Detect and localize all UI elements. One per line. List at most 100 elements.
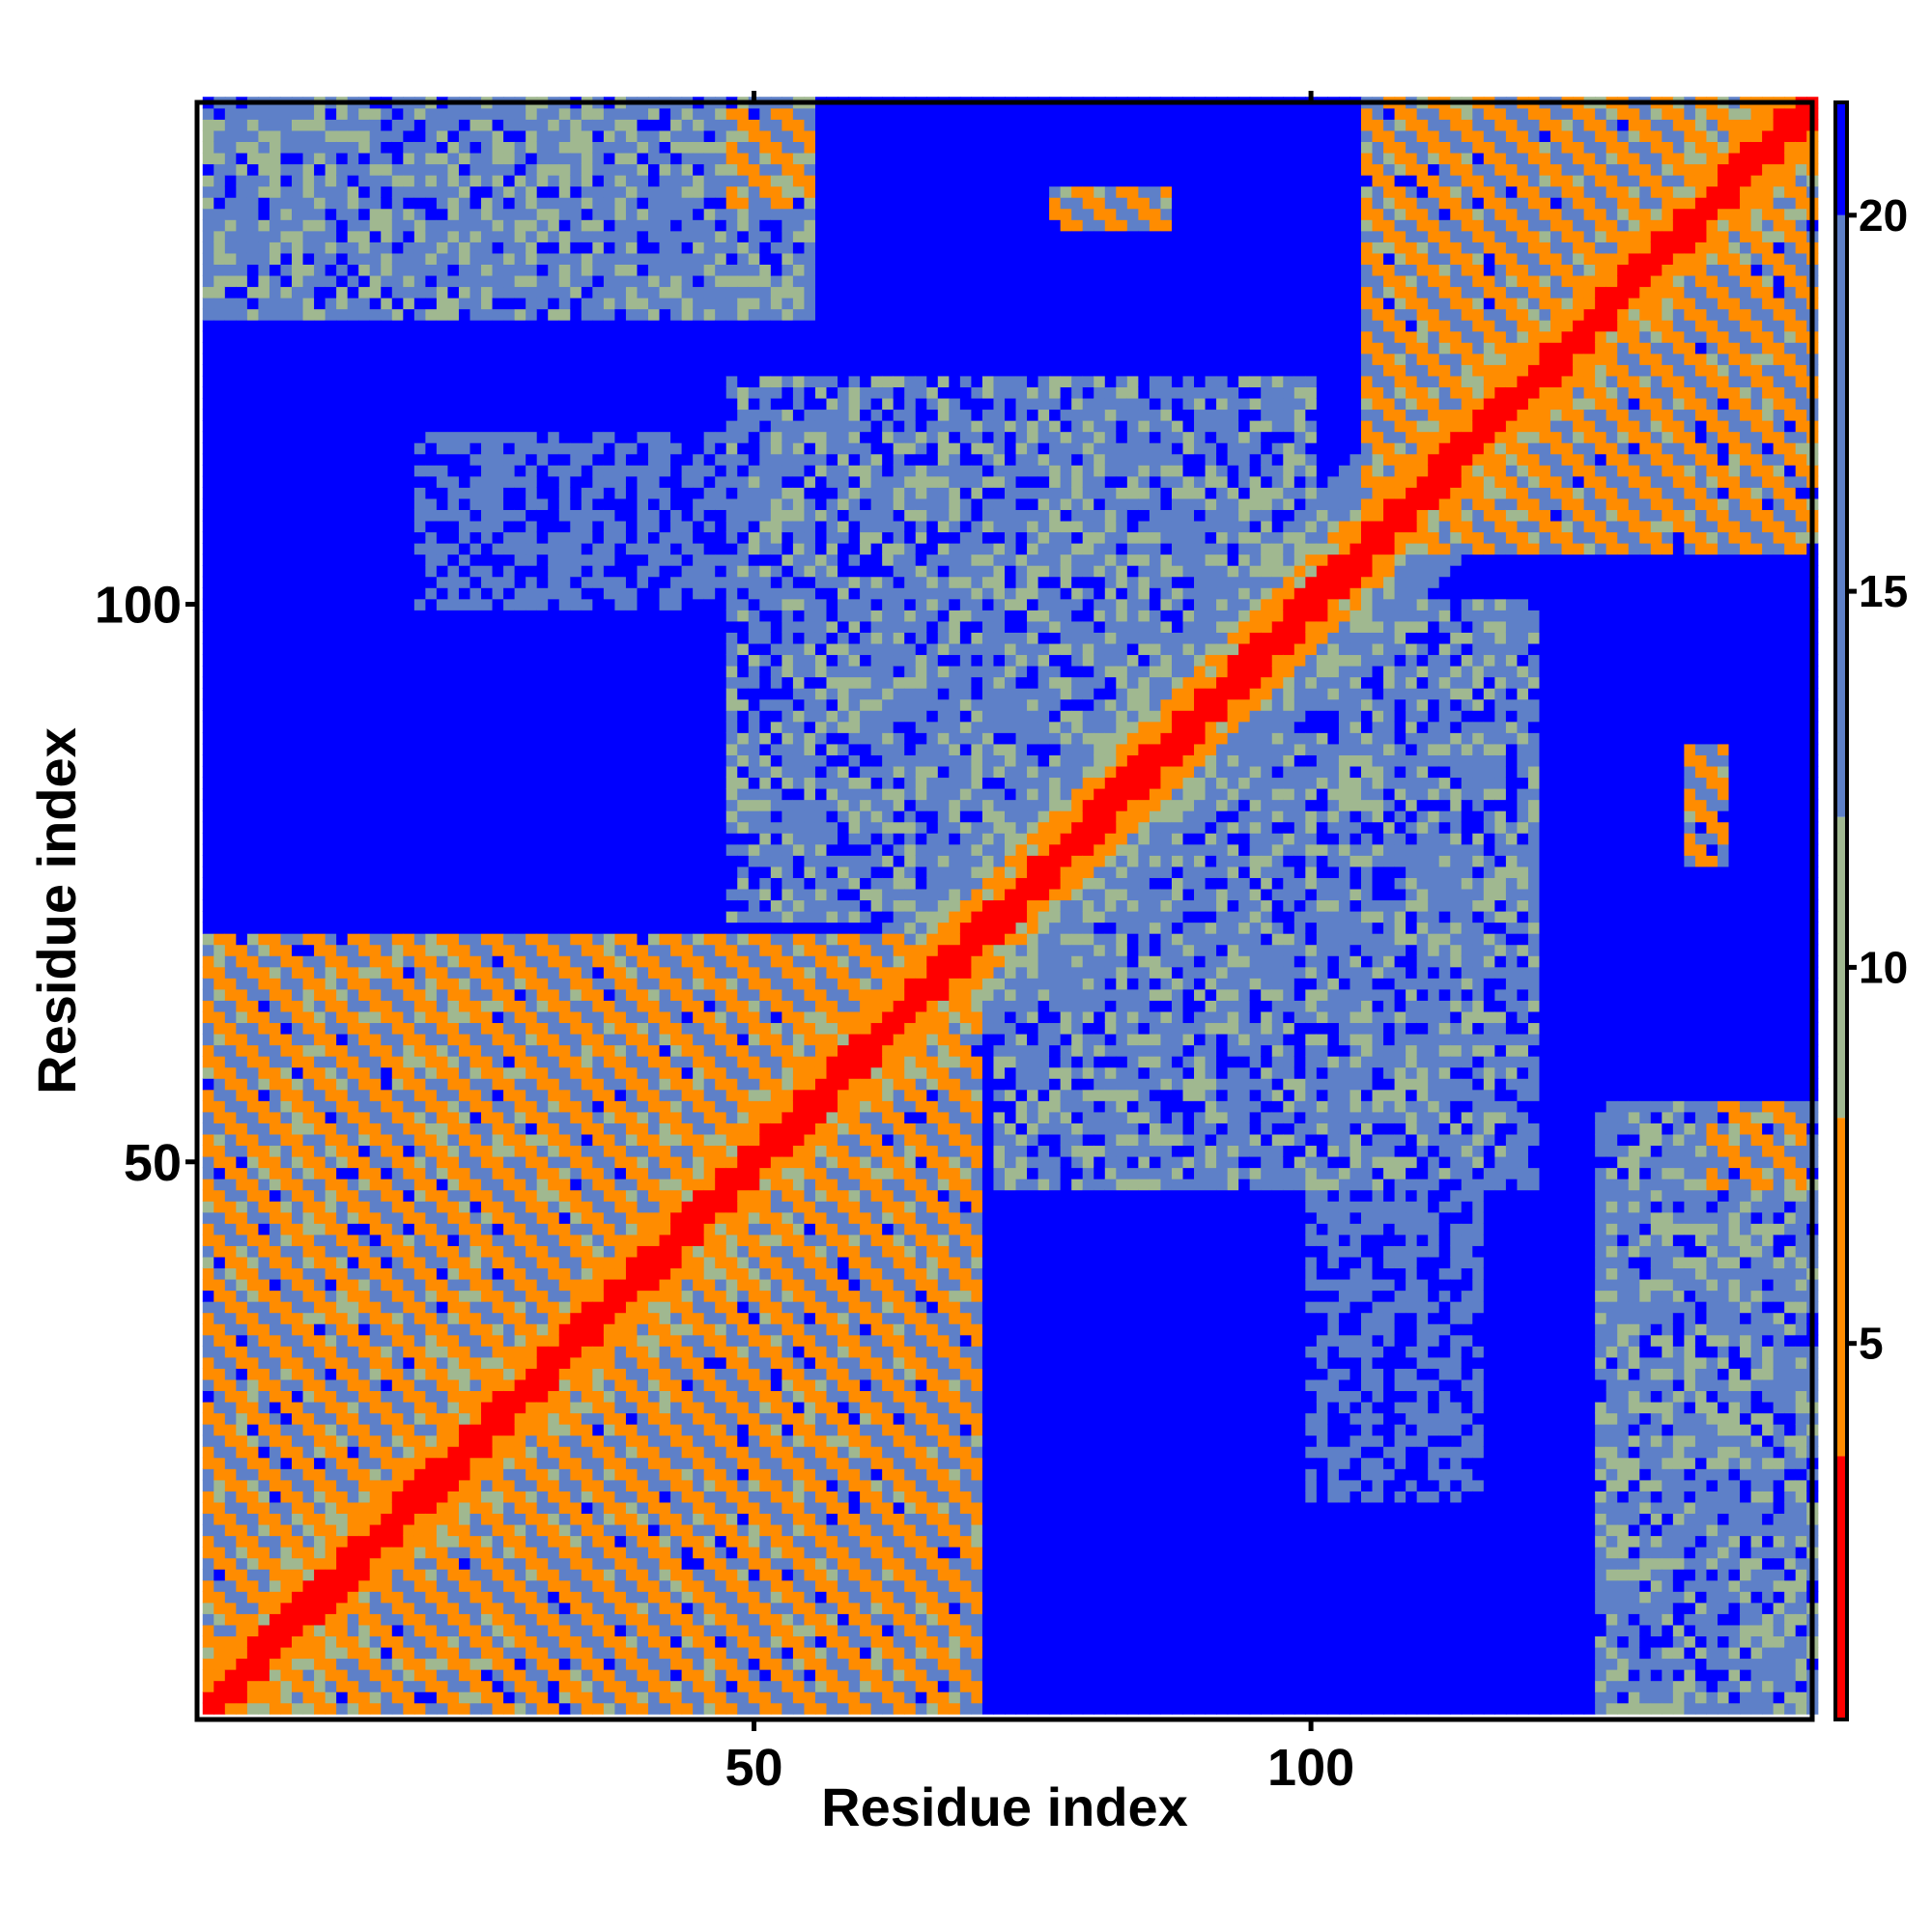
heatmap-cell	[536, 1211, 549, 1224]
heatmap-cell	[292, 1234, 304, 1246]
heatmap-cell	[224, 208, 237, 220]
heatmap-cell	[347, 866, 359, 878]
heatmap-cell	[469, 1691, 482, 1704]
heatmap-cell	[447, 197, 460, 210]
heatmap-cell	[403, 1523, 415, 1537]
heatmap-cell	[269, 1056, 282, 1068]
heatmap-cell	[436, 610, 449, 622]
heatmap-cell	[258, 1658, 270, 1670]
heatmap-cell	[536, 420, 549, 433]
heatmap-cell	[381, 230, 393, 242]
heatmap-cell	[436, 497, 449, 510]
heatmap-cell	[458, 342, 471, 355]
heatmap-cell	[236, 1602, 248, 1614]
heatmap-cell	[314, 1669, 327, 1682]
heatmap-cell	[514, 1234, 526, 1246]
heatmap-cell	[425, 1390, 438, 1403]
heatmap-cell	[381, 1390, 393, 1403]
heatmap-cell	[458, 554, 471, 566]
heatmap-cell	[548, 1234, 560, 1246]
heatmap-cell	[536, 465, 549, 477]
heatmap-cell	[381, 1078, 393, 1091]
heatmap-cell	[280, 219, 293, 232]
heatmap-cell	[503, 1111, 516, 1123]
heatmap-cell	[548, 420, 560, 433]
heatmap-cell	[469, 1033, 482, 1046]
heatmap-cell	[314, 298, 327, 310]
heatmap-cell	[514, 1569, 526, 1581]
heatmap-cell	[425, 743, 438, 755]
heatmap-cell	[280, 743, 293, 755]
heatmap-cell	[314, 799, 327, 811]
heatmap-cell	[336, 1234, 349, 1246]
heatmap-cell	[325, 955, 337, 968]
heatmap-cell	[481, 642, 494, 656]
heatmap-cell	[325, 922, 337, 934]
heatmap-cell	[314, 397, 327, 411]
heatmap-cell	[369, 1513, 382, 1525]
heatmap-cell	[413, 543, 426, 555]
heatmap-cell	[503, 1557, 516, 1570]
heatmap-cell	[481, 732, 494, 745]
heatmap-cell	[246, 978, 260, 990]
heatmap-cell	[413, 565, 426, 578]
heatmap-cell	[458, 988, 471, 1001]
heatmap-cell	[236, 1111, 248, 1123]
heatmap-cell	[391, 242, 404, 254]
heatmap-cell	[391, 955, 404, 968]
heatmap-cell	[302, 531, 315, 544]
heatmap-cell	[391, 397, 404, 411]
heatmap-cell	[347, 320, 359, 332]
heatmap-cell	[503, 1569, 516, 1581]
heatmap-cell	[436, 175, 449, 187]
heatmap-cell	[403, 1133, 415, 1147]
heatmap-cell	[503, 274, 516, 288]
heatmap-cell	[413, 554, 426, 566]
heatmap-cell	[236, 1491, 248, 1503]
heatmap-cell	[492, 364, 504, 377]
heatmap-cell	[236, 1646, 248, 1660]
heatmap-cell	[514, 1346, 526, 1358]
heatmap-cell	[548, 465, 560, 477]
heatmap-cell	[436, 1223, 449, 1236]
heatmap-cell	[481, 141, 494, 154]
heatmap-cell	[492, 1468, 504, 1481]
heatmap-cell	[458, 152, 471, 165]
heatmap-cell	[492, 888, 504, 901]
heatmap-cell	[536, 1635, 549, 1648]
heatmap-cell	[447, 1056, 460, 1068]
heatmap-cell	[492, 1033, 504, 1046]
heatmap-cell	[369, 1468, 382, 1481]
heatmap-cell	[325, 754, 337, 767]
heatmap-cell	[347, 453, 359, 466]
heatmap-cell	[292, 330, 304, 343]
heatmap-cell	[369, 375, 382, 387]
heatmap-cell	[358, 375, 371, 387]
heatmap-cell	[213, 1089, 226, 1101]
heatmap-cell	[458, 1234, 471, 1246]
heatmap-cell	[492, 1523, 504, 1537]
heatmap-cell	[314, 1535, 327, 1548]
heatmap-cell	[292, 230, 304, 242]
heatmap-cell	[503, 107, 516, 120]
heatmap-cell	[581, 1435, 593, 1447]
heatmap-cell	[336, 197, 349, 210]
heatmap-cell	[336, 1155, 349, 1169]
heatmap-cell	[336, 308, 349, 321]
heatmap-cell	[302, 1000, 315, 1012]
heatmap-cell	[213, 1256, 226, 1269]
heatmap-cell	[503, 264, 516, 276]
heatmap-cell	[526, 1613, 538, 1626]
heatmap-cell	[425, 1000, 438, 1012]
heatmap-cell	[391, 1378, 404, 1392]
heatmap-cell	[436, 598, 449, 611]
heatmap-cell	[548, 1535, 560, 1548]
heatmap-cell	[503, 1100, 516, 1113]
heatmap-cell	[425, 475, 438, 488]
heatmap-cell	[447, 1334, 460, 1347]
heatmap-cell	[302, 1658, 315, 1670]
heatmap-cell	[202, 242, 214, 254]
heatmap-cell	[224, 1579, 237, 1592]
heatmap-cell	[213, 1378, 226, 1392]
heatmap-cell	[213, 129, 226, 142]
